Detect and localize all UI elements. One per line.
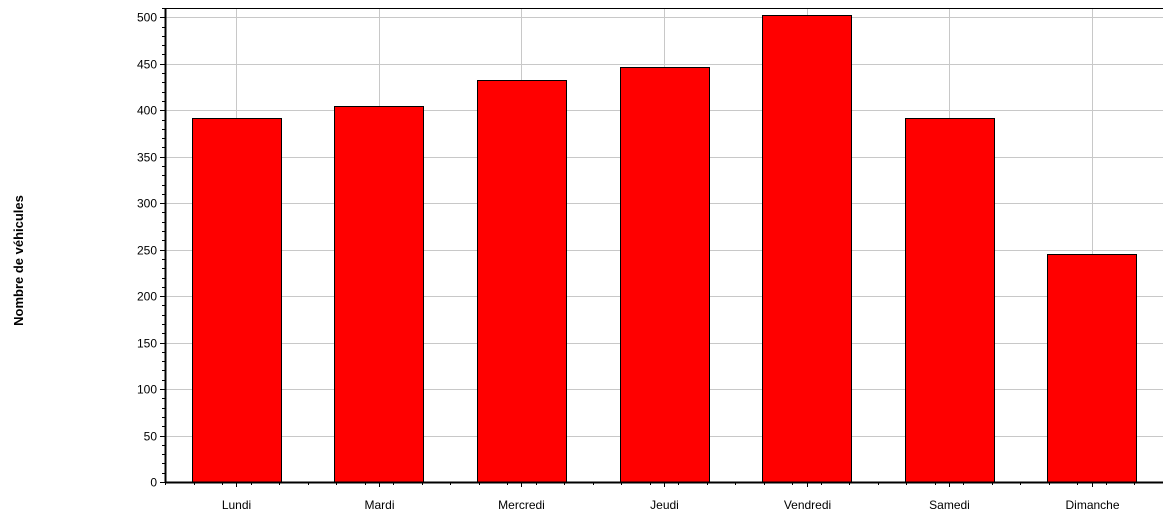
y-tick-label: 300 xyxy=(137,197,157,211)
y-tick-label: 0 xyxy=(150,476,157,490)
bar-dimanche xyxy=(1047,254,1137,483)
y-tick-label: 250 xyxy=(137,244,157,258)
x-tick-label: Jeudi xyxy=(650,498,679,512)
y-tick-label: 50 xyxy=(144,430,158,444)
bar-lundi xyxy=(192,118,282,483)
x-tick-label: Samedi xyxy=(929,498,970,512)
x-tick-label: Vendredi xyxy=(784,498,831,512)
y-tick-label: 100 xyxy=(137,383,157,397)
y-tick-label: 400 xyxy=(137,104,157,118)
y-tick-label: 150 xyxy=(137,337,157,351)
bar-samedi xyxy=(905,118,995,483)
x-tick-label: Dimanche xyxy=(1065,498,1119,512)
y-tick-label: 350 xyxy=(137,151,157,165)
y-tick-label: 450 xyxy=(137,58,157,72)
bar-jeudi xyxy=(620,67,710,483)
y-tick-label: 200 xyxy=(137,290,157,304)
x-tick-label: Lundi xyxy=(222,498,251,512)
bar-vendredi xyxy=(762,15,852,483)
bar-mercredi xyxy=(477,80,567,483)
x-tick-label: Mardi xyxy=(364,498,394,512)
bar-mardi xyxy=(334,106,424,483)
y-tick-label: 500 xyxy=(137,11,157,25)
x-tick-label: Mercredi xyxy=(498,498,545,512)
